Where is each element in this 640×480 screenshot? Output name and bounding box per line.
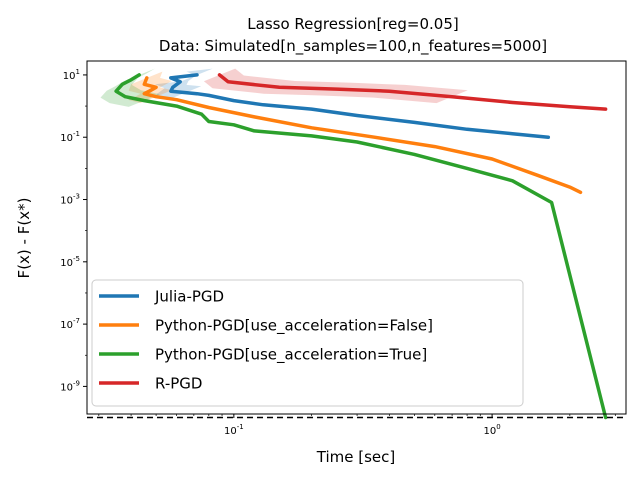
legend-label-julia-pgd: Julia-PGD (154, 288, 224, 306)
series-line-python-pgd-use-acceleration-false (142, 76, 583, 195)
series-line-r-pgd (217, 73, 608, 111)
series-lines (114, 73, 608, 420)
x-axis-ticks: 10-1 100 (98, 414, 616, 437)
series-line-python-pgd-use-acceleration-true (114, 73, 608, 420)
chart-subtitle: Data: Simulated[n_samples=100,n_features… (159, 37, 547, 56)
chart-title: Lasso Regression[reg=0.05] (247, 15, 458, 33)
y-axis-label: F(x) - F(x*) (15, 198, 33, 279)
legend-box (91, 279, 524, 407)
legend-label-python-pgd-use-acceleration-false: Python-PGD[use_acceleration=False] (155, 317, 433, 336)
band-python-pgd-use-acceleration-true (100, 68, 160, 107)
plot-area-frame (86, 60, 627, 415)
x-axis-label: Time [sec] (316, 448, 395, 466)
band-r-pgd (203, 68, 468, 104)
legend: Julia-PGD Python-PGD[use_acceleration=Fal… (91, 279, 524, 407)
series-line-julia-pgd (169, 73, 551, 139)
legend-label-python-pgd-use-acceleration-true: Python-PGD[use_acceleration=True] (155, 346, 427, 365)
legend-label-r-pgd: R-PGD (155, 375, 202, 393)
